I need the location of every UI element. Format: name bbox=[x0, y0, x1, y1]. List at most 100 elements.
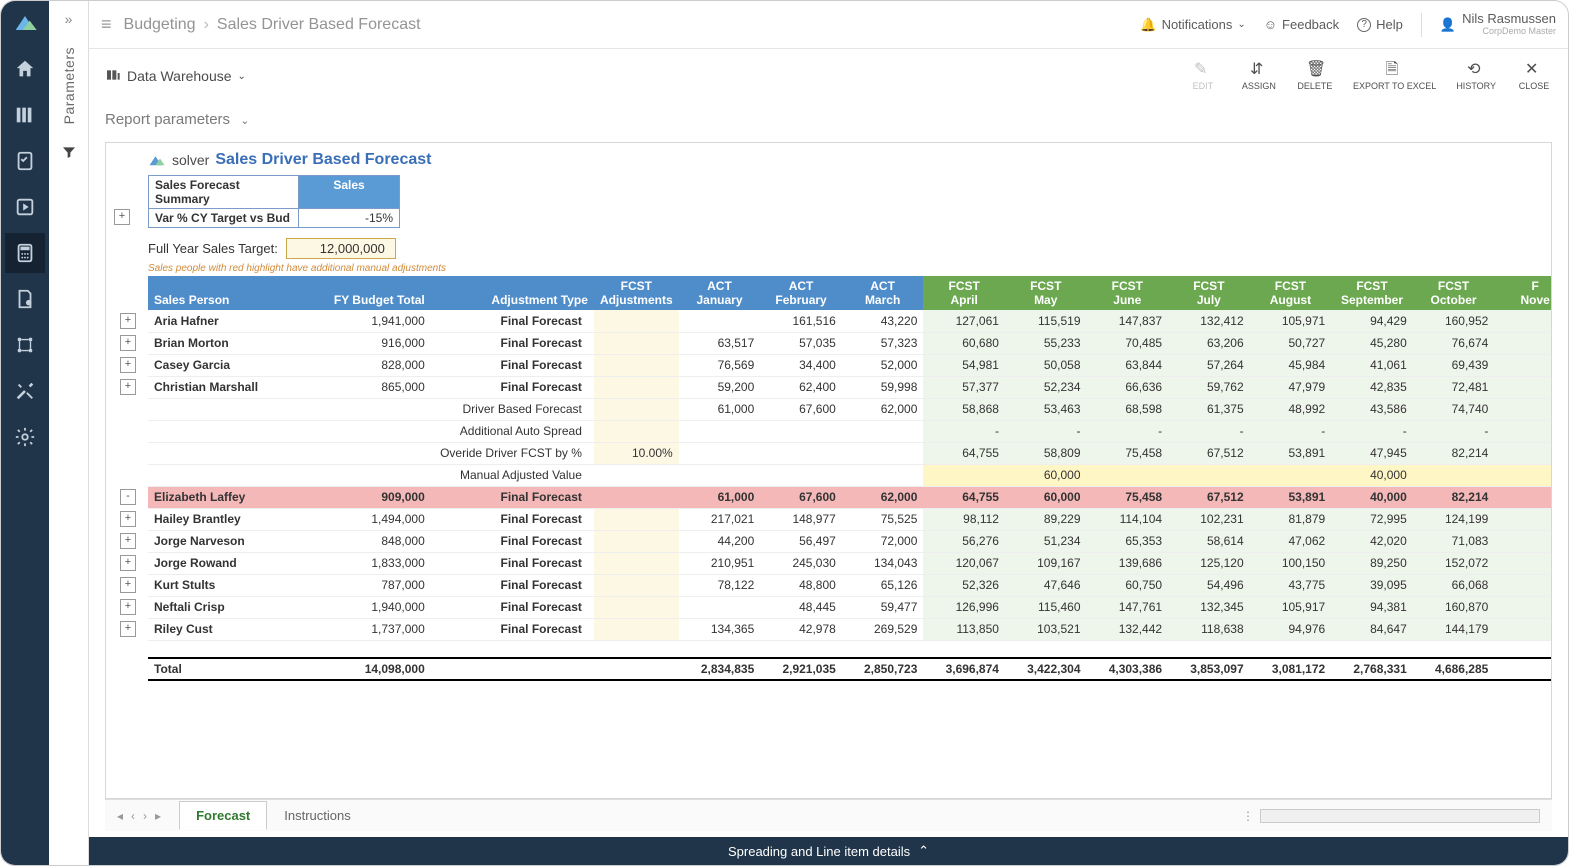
sheet-nav-next[interactable]: › bbox=[143, 809, 147, 823]
cell-month[interactable]: 69,439 bbox=[1413, 354, 1495, 376]
cell-month[interactable]: 59,477 bbox=[842, 596, 924, 618]
history-button[interactable]: ⟲HISTORY bbox=[1456, 61, 1496, 91]
export-button[interactable]: 🗎EXPORT TO EXCEL bbox=[1353, 61, 1436, 91]
cell-month[interactable]: 47,062 bbox=[1250, 530, 1332, 552]
cell-month[interactable]: - bbox=[1168, 420, 1250, 442]
cell-month[interactable]: 67,600 bbox=[760, 398, 842, 420]
cell-month[interactable]: 113,850 bbox=[923, 618, 1005, 640]
cell-month[interactable]: 148,977 bbox=[760, 508, 842, 530]
cell-month[interactable]: 63,206 bbox=[1168, 332, 1250, 354]
cell-month[interactable]: 59,200 bbox=[679, 376, 761, 398]
cell-month[interactable]: 84,647 bbox=[1331, 618, 1413, 640]
cell-month[interactable] bbox=[842, 442, 924, 464]
cell-month[interactable] bbox=[760, 420, 842, 442]
cell-month[interactable]: 75,458 bbox=[1087, 442, 1169, 464]
user-menu[interactable]: 👤 Nils Rasmussen CorpDemo Master bbox=[1440, 12, 1556, 36]
table-row[interactable]: Elizabeth Laffey909,000Final Forecast61,… bbox=[148, 486, 1552, 508]
target-value[interactable]: 12,000,000 bbox=[286, 238, 396, 259]
cell-month[interactable]: 89,250 bbox=[1331, 552, 1413, 574]
nav-tasks[interactable] bbox=[5, 141, 45, 181]
cell-month[interactable]: 134,365 bbox=[679, 618, 761, 640]
cell-month[interactable]: 57,035 bbox=[760, 332, 842, 354]
cell-month[interactable] bbox=[1494, 442, 1552, 464]
cell-month[interactable]: 56,276 bbox=[923, 530, 1005, 552]
cell-month[interactable] bbox=[679, 420, 761, 442]
cell-month[interactable]: 65,126 bbox=[842, 574, 924, 596]
cell-month[interactable]: 82,214 bbox=[1413, 486, 1495, 508]
table-row[interactable]: Kurt Stults787,000Final Forecast78,12248… bbox=[148, 574, 1552, 596]
cell-month[interactable]: 43,775 bbox=[1250, 574, 1332, 596]
expand-row-button[interactable]: + bbox=[120, 577, 136, 593]
cell-month[interactable]: 57,323 bbox=[842, 332, 924, 354]
cell-month[interactable] bbox=[1168, 464, 1250, 486]
cell-month[interactable]: 64,755 bbox=[923, 486, 1005, 508]
cell-month[interactable]: 76,674 bbox=[1413, 332, 1495, 354]
sheet-nav-last[interactable]: ▸ bbox=[155, 809, 161, 823]
cell-month[interactable]: 75,525 bbox=[842, 508, 924, 530]
cell-month[interactable]: 147,761 bbox=[1087, 596, 1169, 618]
cell-month[interactable]: 51,234 bbox=[1005, 530, 1087, 552]
nav-play[interactable] bbox=[5, 187, 45, 227]
cell-month[interactable]: 1 bbox=[1494, 508, 1552, 530]
cell-adj-value[interactable]: 10.00% bbox=[594, 442, 679, 464]
cell-month[interactable]: 124,199 bbox=[1413, 508, 1495, 530]
cell-month[interactable]: 71,083 bbox=[1413, 530, 1495, 552]
cell-month[interactable]: 52,000 bbox=[842, 354, 924, 376]
cell-month[interactable] bbox=[1494, 376, 1552, 398]
cell-month[interactable]: 94,976 bbox=[1250, 618, 1332, 640]
tab-instructions[interactable]: Instructions bbox=[267, 801, 367, 830]
cell-month[interactable]: 102,231 bbox=[1168, 508, 1250, 530]
cell-month[interactable] bbox=[1250, 464, 1332, 486]
cell-month[interactable]: 152,072 bbox=[1413, 552, 1495, 574]
close-button[interactable]: ✕CLOSE bbox=[1516, 61, 1552, 91]
cell-month[interactable]: 132,442 bbox=[1087, 618, 1169, 640]
nav-flow[interactable] bbox=[5, 325, 45, 365]
cell-month[interactable]: 45,280 bbox=[1331, 332, 1413, 354]
menu-toggle-icon[interactable]: ≡ bbox=[101, 14, 112, 35]
cell-month[interactable] bbox=[923, 464, 1005, 486]
cell-adj-value[interactable] bbox=[594, 508, 679, 530]
cell-month[interactable]: 62,400 bbox=[760, 376, 842, 398]
cell-month[interactable]: 47,945 bbox=[1331, 442, 1413, 464]
cell-month[interactable] bbox=[760, 442, 842, 464]
cell-month[interactable]: 70,485 bbox=[1087, 332, 1169, 354]
cell-month[interactable]: 269,529 bbox=[842, 618, 924, 640]
cell-month[interactable]: - bbox=[1331, 420, 1413, 442]
filter-icon[interactable] bbox=[61, 144, 77, 163]
cell-month[interactable]: 105,917 bbox=[1250, 596, 1332, 618]
cell-month[interactable] bbox=[679, 442, 761, 464]
cell-month[interactable]: 132,345 bbox=[1168, 596, 1250, 618]
cell-month[interactable]: 1 bbox=[1494, 552, 1552, 574]
feedback-button[interactable]: ☺ Feedback bbox=[1264, 17, 1339, 32]
expand-row-button[interactable]: + bbox=[120, 511, 136, 527]
cell-adj-value[interactable] bbox=[594, 574, 679, 596]
expand-row-button[interactable]: + bbox=[120, 313, 136, 329]
table-row[interactable]: Aria Hafner1,941,000Final Forecast161,51… bbox=[148, 310, 1552, 332]
cell-month[interactable]: 1 bbox=[1494, 618, 1552, 640]
cell-month[interactable]: 60,000 bbox=[1005, 486, 1087, 508]
cell-month[interactable]: 1 bbox=[1494, 596, 1552, 618]
cell-month[interactable]: 139,686 bbox=[1087, 552, 1169, 574]
horizontal-scrollbar[interactable] bbox=[1260, 809, 1540, 823]
cell-month[interactable]: 76,569 bbox=[679, 354, 761, 376]
cell-month[interactable] bbox=[1494, 354, 1552, 376]
cell-month[interactable]: 34,400 bbox=[760, 354, 842, 376]
cell-month[interactable]: 98,112 bbox=[923, 508, 1005, 530]
cell-month[interactable]: - bbox=[1250, 420, 1332, 442]
cell-month[interactable]: 50,727 bbox=[1250, 332, 1332, 354]
cell-month[interactable]: 1 bbox=[1494, 310, 1552, 332]
cell-adj-value[interactable] bbox=[594, 398, 679, 420]
nav-tools[interactable] bbox=[5, 371, 45, 411]
cell-adj-value[interactable] bbox=[594, 618, 679, 640]
notifications-button[interactable]: 🔔 Notifications ⌄ bbox=[1140, 17, 1245, 33]
cell-month[interactable]: 54,496 bbox=[1168, 574, 1250, 596]
cell-month[interactable]: 61,375 bbox=[1168, 398, 1250, 420]
cell-month[interactable]: 147,837 bbox=[1087, 310, 1169, 332]
cell-month[interactable]: 45,984 bbox=[1250, 354, 1332, 376]
cell-month[interactable]: 53,891 bbox=[1250, 486, 1332, 508]
cell-month[interactable]: 134,043 bbox=[842, 552, 924, 574]
cell-month[interactable]: 63,517 bbox=[679, 332, 761, 354]
cell-month[interactable] bbox=[1494, 574, 1552, 596]
nav-settings[interactable] bbox=[5, 417, 45, 457]
collapse-row-button[interactable]: - bbox=[120, 489, 136, 505]
